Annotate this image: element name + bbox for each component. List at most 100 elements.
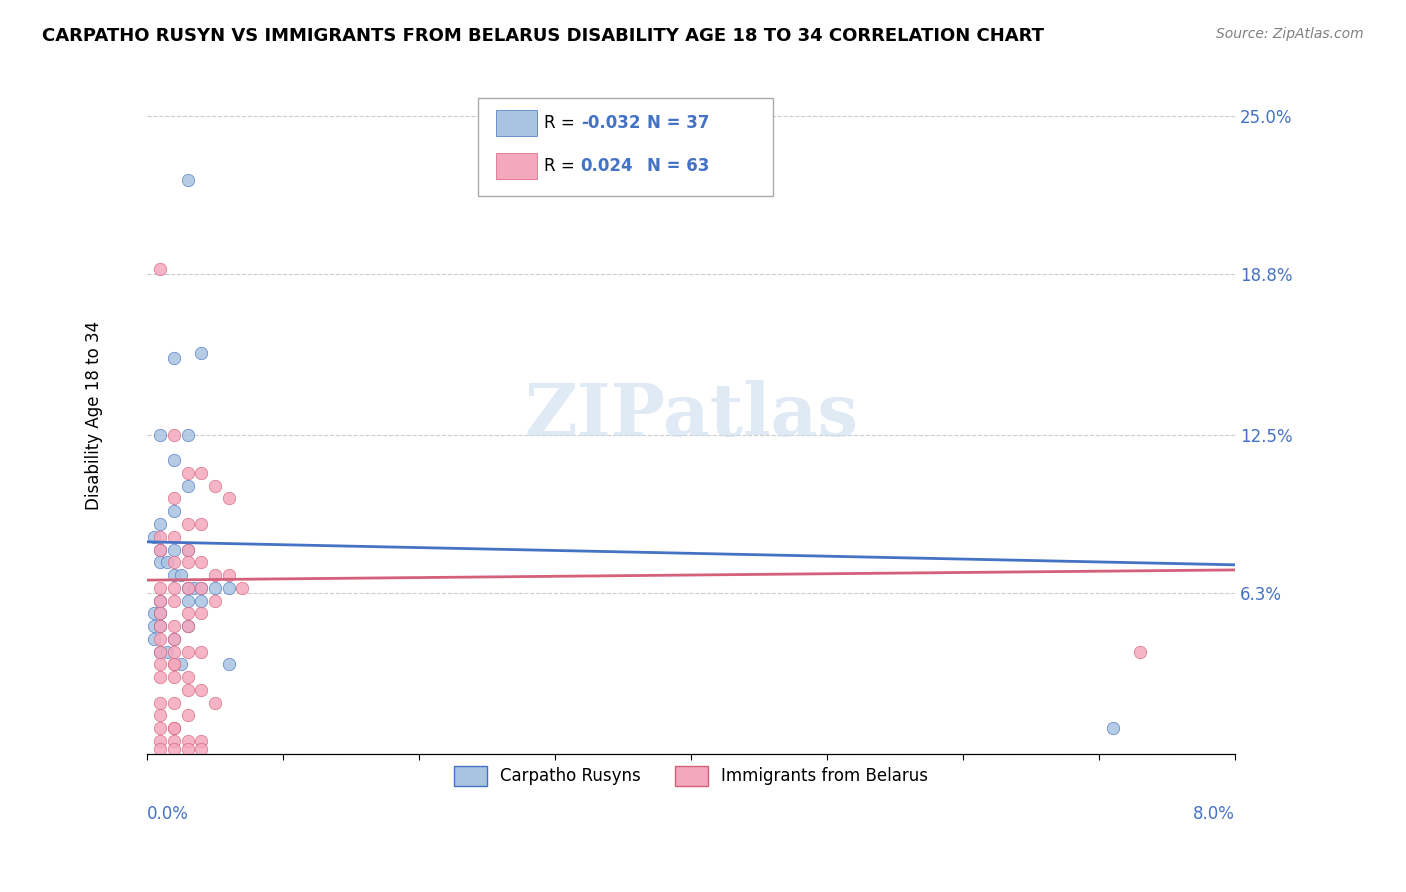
Point [176, 581, 198, 595]
Point [149, 581, 172, 595]
Point [176, 479, 198, 493]
Point [176, 644, 198, 658]
Point [183, 581, 205, 595]
Text: N = 63: N = 63 [647, 157, 709, 175]
Text: 0.024: 0.024 [581, 157, 633, 175]
Point [176, 555, 198, 569]
Text: 0.0%: 0.0% [146, 805, 188, 822]
Point [204, 696, 226, 710]
Point [176, 734, 198, 748]
Point [176, 172, 198, 186]
Text: N = 37: N = 37 [647, 114, 709, 132]
Point [149, 593, 172, 607]
Text: Source: ZipAtlas.com: Source: ZipAtlas.com [1216, 27, 1364, 41]
Point [231, 581, 253, 595]
Point [163, 568, 186, 582]
Text: -0.032: -0.032 [581, 114, 640, 132]
Point [149, 644, 172, 658]
Point [190, 734, 212, 748]
Text: R =: R = [544, 157, 581, 175]
Point [156, 555, 179, 569]
Y-axis label: Disability Age 18 to 34: Disability Age 18 to 34 [86, 321, 104, 510]
Point [163, 581, 186, 595]
Point [163, 593, 186, 607]
Point [163, 504, 186, 518]
Point [163, 632, 186, 646]
Point [149, 721, 172, 735]
Point [149, 542, 172, 557]
Point [142, 530, 165, 544]
Point [149, 708, 172, 723]
Point [163, 619, 186, 633]
Point [149, 657, 172, 672]
Point [1129, 644, 1152, 658]
Point [170, 568, 193, 582]
Point [149, 741, 172, 756]
Point [190, 581, 212, 595]
Point [163, 734, 186, 748]
Point [163, 632, 186, 646]
Point [176, 427, 198, 442]
Point [163, 657, 186, 672]
Point [176, 741, 198, 756]
Point [176, 619, 198, 633]
Point [218, 581, 240, 595]
Point [1101, 721, 1123, 735]
Text: CARPATHO RUSYN VS IMMIGRANTS FROM BELARUS DISABILITY AGE 18 TO 34 CORRELATION CH: CARPATHO RUSYN VS IMMIGRANTS FROM BELARU… [42, 27, 1045, 45]
Point [176, 466, 198, 480]
Point [149, 427, 172, 442]
Point [163, 696, 186, 710]
Point [149, 542, 172, 557]
Point [176, 516, 198, 531]
Point [176, 670, 198, 684]
Point [149, 696, 172, 710]
Point [190, 346, 212, 360]
Point [149, 619, 172, 633]
Point [190, 555, 212, 569]
Point [176, 619, 198, 633]
Point [218, 568, 240, 582]
Point [190, 516, 212, 531]
Point [149, 644, 172, 658]
Point [163, 555, 186, 569]
Point [149, 516, 172, 531]
Point [204, 581, 226, 595]
Text: ZIPatlas: ZIPatlas [524, 380, 858, 451]
Point [163, 670, 186, 684]
Point [176, 607, 198, 621]
Point [149, 530, 172, 544]
Point [176, 593, 198, 607]
Point [149, 734, 172, 748]
Point [149, 593, 172, 607]
Text: 8.0%: 8.0% [1194, 805, 1234, 822]
Point [156, 644, 179, 658]
Point [190, 607, 212, 621]
Point [163, 427, 186, 442]
Point [149, 632, 172, 646]
Point [163, 491, 186, 506]
Point [149, 607, 172, 621]
Point [149, 619, 172, 633]
Point [190, 682, 212, 697]
Legend: Carpatho Rusyns, Immigrants from Belarus: Carpatho Rusyns, Immigrants from Belarus [447, 759, 935, 793]
Point [176, 542, 198, 557]
Point [190, 644, 212, 658]
Point [190, 593, 212, 607]
Point [170, 657, 193, 672]
Point [163, 721, 186, 735]
Point [190, 581, 212, 595]
Point [163, 542, 186, 557]
Point [163, 721, 186, 735]
Point [142, 607, 165, 621]
Point [204, 479, 226, 493]
Point [163, 644, 186, 658]
Point [190, 741, 212, 756]
Point [163, 530, 186, 544]
Point [149, 261, 172, 276]
Point [142, 619, 165, 633]
Point [149, 555, 172, 569]
Point [163, 453, 186, 467]
Point [163, 741, 186, 756]
Point [163, 657, 186, 672]
Point [149, 670, 172, 684]
